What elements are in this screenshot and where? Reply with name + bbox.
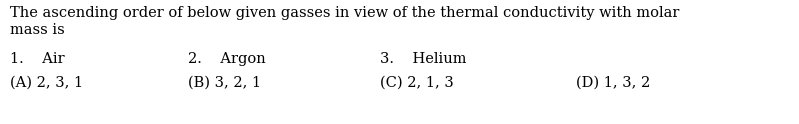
Text: (D) 1, 3, 2: (D) 1, 3, 2 [576,76,650,90]
Text: (C) 2, 1, 3: (C) 2, 1, 3 [380,76,454,90]
Text: The ascending order of below given gasses in view of the thermal conductivity wi: The ascending order of below given gasse… [10,6,679,37]
Text: 2.    Argon: 2. Argon [188,52,266,66]
Text: 3.    Helium: 3. Helium [380,52,467,66]
Text: (A) 2, 3, 1: (A) 2, 3, 1 [10,76,83,90]
Text: (B) 3, 2, 1: (B) 3, 2, 1 [188,76,261,90]
Text: 1.    Air: 1. Air [10,52,65,66]
